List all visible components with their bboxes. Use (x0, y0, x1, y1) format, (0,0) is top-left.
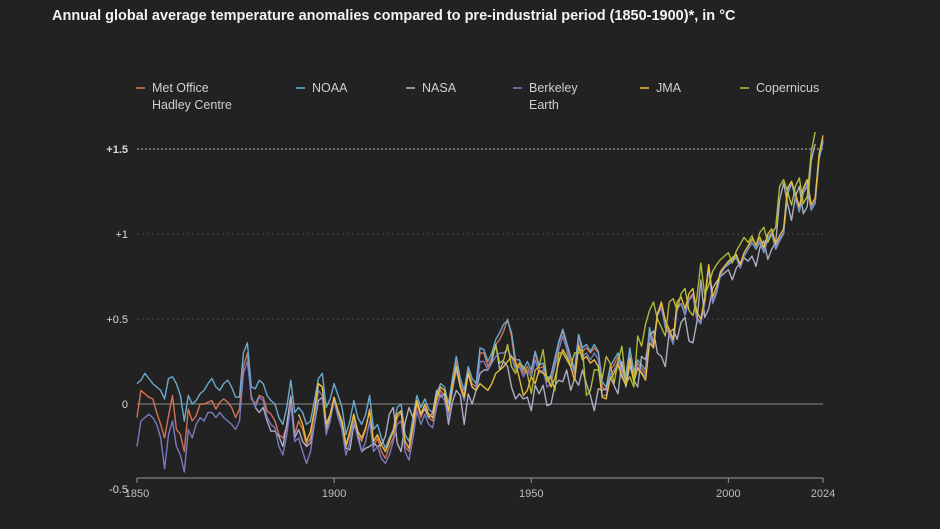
legend-item-noaa: NOAA (296, 81, 348, 95)
x-tick-label: 2024 (811, 488, 835, 500)
legend-item-met-office-hadley-centre: Met Office Hadley Centre (136, 81, 232, 112)
legend-label: NASA (422, 81, 457, 95)
y-tick-label: +0.5 (106, 314, 128, 326)
chart-title: Annual global average temperature anomal… (52, 8, 736, 24)
series-line-berkeley-earth (136, 138, 824, 473)
legend-label: NOAA (312, 81, 348, 95)
legend-label: Earth (529, 98, 559, 112)
y-tick-label: +1.5 (106, 144, 128, 156)
legend-item-nasa: NASA (406, 81, 457, 95)
grid-lines (137, 148, 823, 405)
series-line-nasa (254, 143, 816, 453)
legend-item-copernicus: Copernicus (740, 81, 819, 95)
legend-label: Met Office (152, 81, 209, 95)
series-line-copernicus (491, 131, 816, 397)
series-lines (136, 131, 824, 473)
y-axis-tick-labels: +1.5 +1 +0.5 0 -0.5 (106, 144, 128, 496)
legend-label: Copernicus (756, 81, 819, 95)
legend-label: Berkeley (529, 81, 578, 95)
x-tick-label: 1950 (519, 488, 543, 500)
y-tick-label: 0 (122, 399, 128, 411)
legend: Met Office Hadley Centre NOAA NASA Berkeley E… (136, 81, 819, 112)
legend-item-berkeley-earth: Berkeley Earth (513, 81, 578, 112)
legend-label: JMA (656, 81, 682, 95)
y-tick-label: -0.5 (109, 484, 128, 496)
x-tick-label: 1850 (125, 488, 149, 500)
x-tick-label: 1900 (322, 488, 346, 500)
legend-item-jma: JMA (640, 81, 682, 95)
x-axis: 1850 1900 1950 2000 2024 (125, 477, 835, 500)
y-tick-label: +1 (115, 229, 128, 241)
legend-label: Hadley Centre (152, 98, 232, 112)
x-tick-label: 2000 (716, 488, 740, 500)
